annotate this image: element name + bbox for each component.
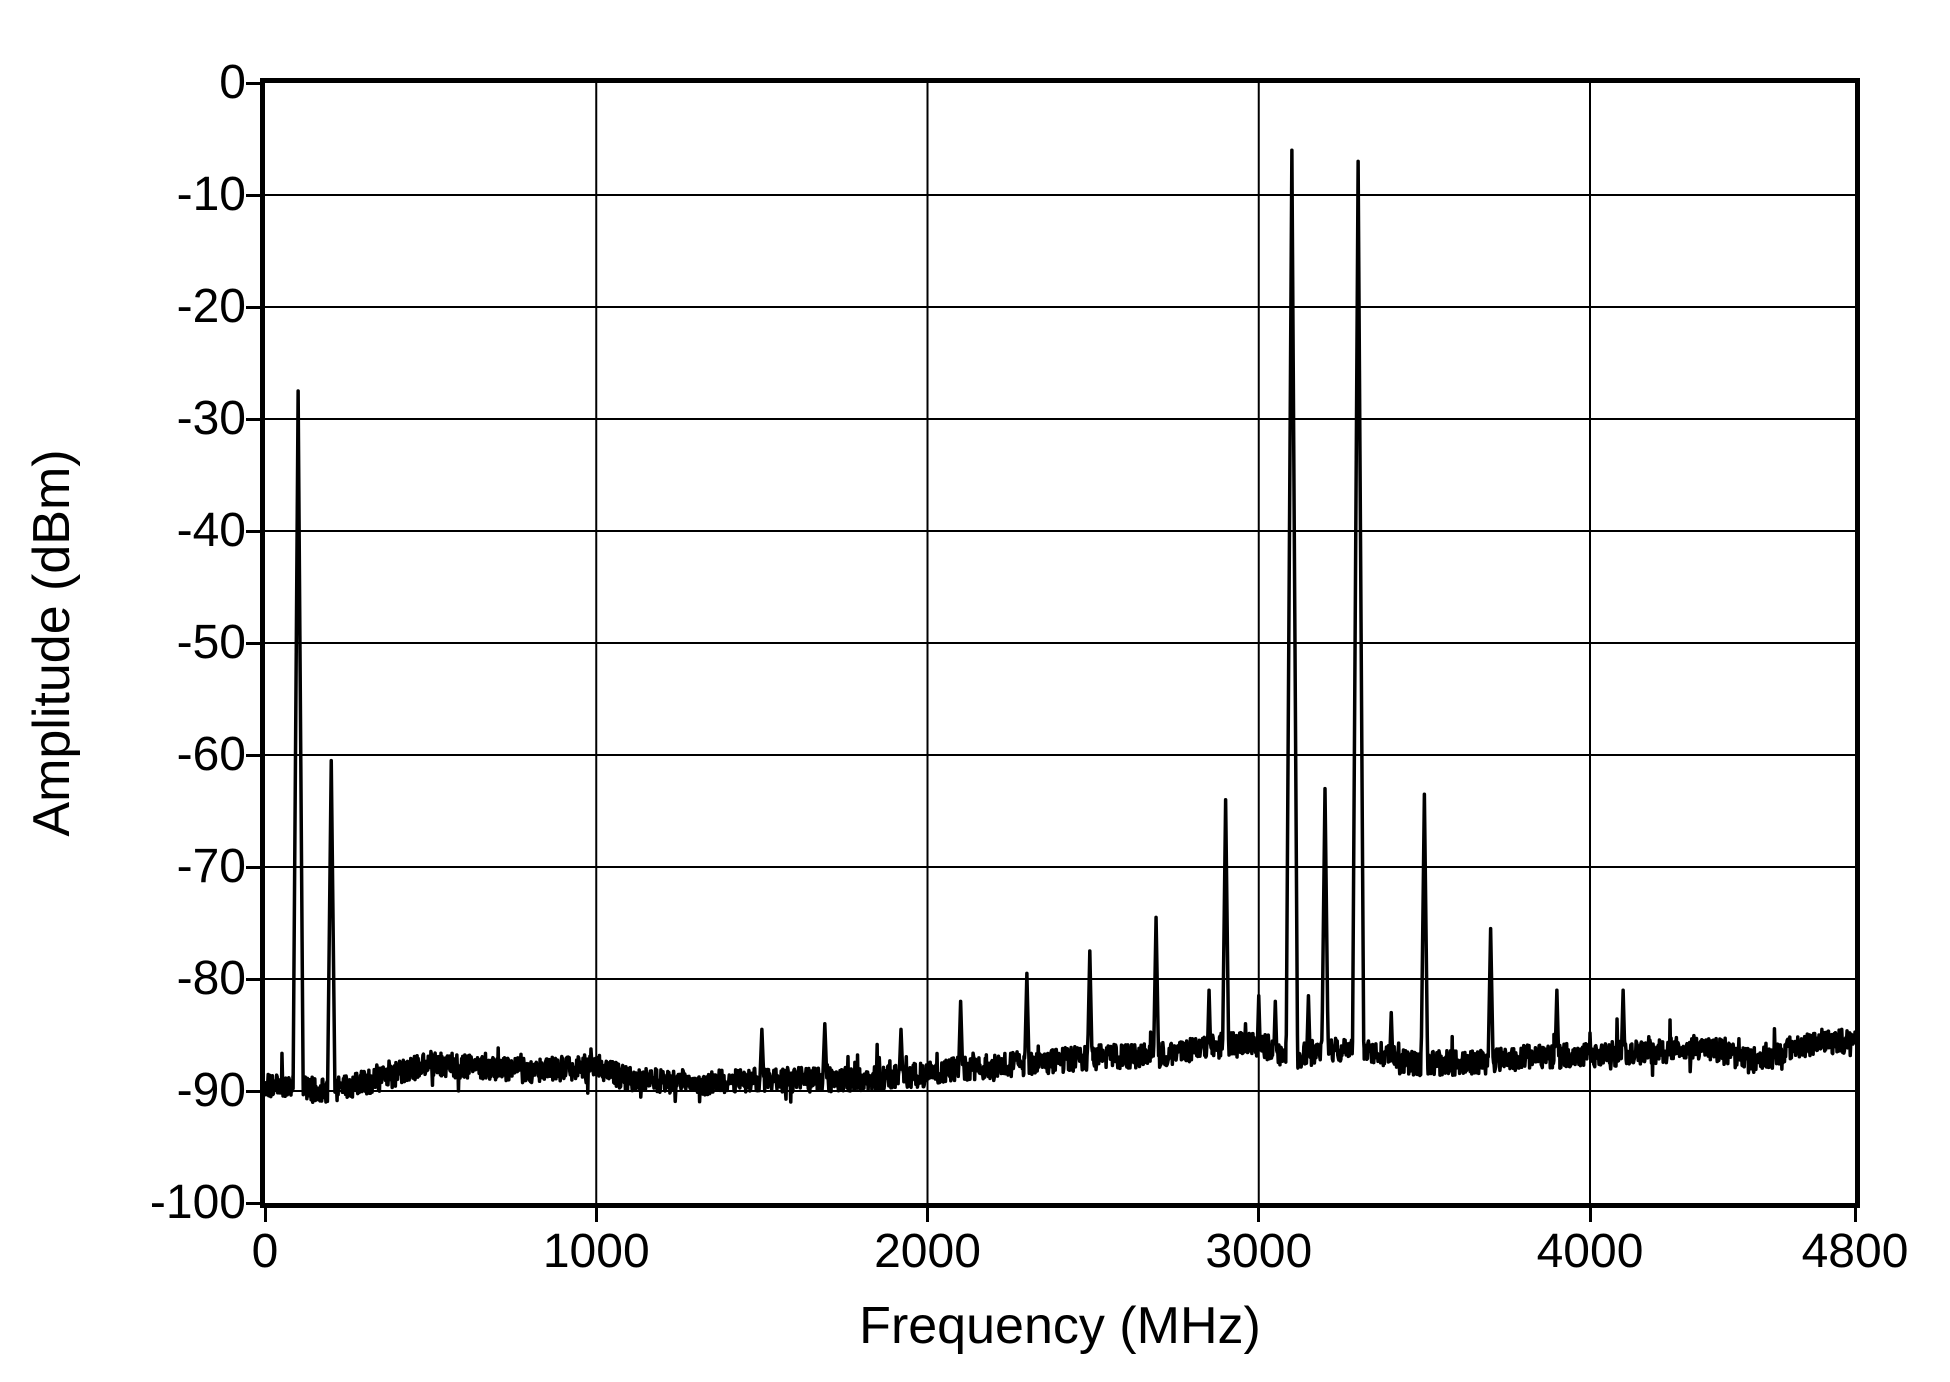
y-tick-mark — [246, 753, 260, 757]
y-tick-label: -40 — [176, 504, 246, 557]
y-tick-label: -80 — [176, 952, 246, 1005]
y-tick-label: -60 — [176, 728, 246, 781]
y-tick-label: -70 — [176, 840, 246, 893]
y-tick-mark — [246, 641, 260, 645]
y-tick-label: -10 — [176, 168, 246, 221]
x-tick-mark — [594, 1208, 598, 1222]
y-tick-label: -90 — [176, 1064, 246, 1117]
x-tick-label: 2000 — [874, 1225, 981, 1278]
y-tick-mark — [246, 81, 260, 85]
y-tick-mark — [246, 193, 260, 197]
y-tick-mark — [246, 417, 260, 421]
plot-canvas — [265, 83, 1855, 1203]
x-tick-mark — [263, 1208, 267, 1222]
x-tick-mark — [1257, 1208, 1261, 1222]
spectrum-trace — [265, 148, 1855, 1104]
x-tick-label: 4800 — [1801, 1225, 1909, 1278]
y-tick-mark — [246, 305, 260, 309]
y-tick-mark — [246, 977, 260, 981]
x-tick-mark — [1853, 1208, 1857, 1222]
x-tick-label: 0 — [251, 1225, 279, 1278]
x-tick-label: 1000 — [542, 1225, 650, 1278]
y-tick-label: -30 — [176, 392, 246, 445]
y-tick-mark — [246, 529, 260, 533]
x-tick-mark — [926, 1208, 929, 1222]
x-tick-label: 4000 — [1536, 1225, 1644, 1278]
x-axis-label: Frequency (MHz) — [859, 1297, 1261, 1355]
grid-layer — [265, 83, 1855, 1203]
y-tick-mark — [246, 1201, 260, 1205]
y-tick-label: -20 — [176, 280, 246, 333]
y-tick-label: -50 — [176, 616, 246, 669]
x-tick-mark — [1588, 1208, 1592, 1222]
y-tick-label: -100 — [149, 1176, 246, 1229]
x-tick-label: 3000 — [1205, 1225, 1313, 1278]
y-tick-mark — [246, 1089, 260, 1093]
y-tick-label: 0 — [219, 56, 246, 109]
y-axis-label: Amplitude (dBm) — [23, 449, 81, 837]
y-tick-mark — [246, 865, 260, 869]
plot-area — [260, 78, 1860, 1208]
